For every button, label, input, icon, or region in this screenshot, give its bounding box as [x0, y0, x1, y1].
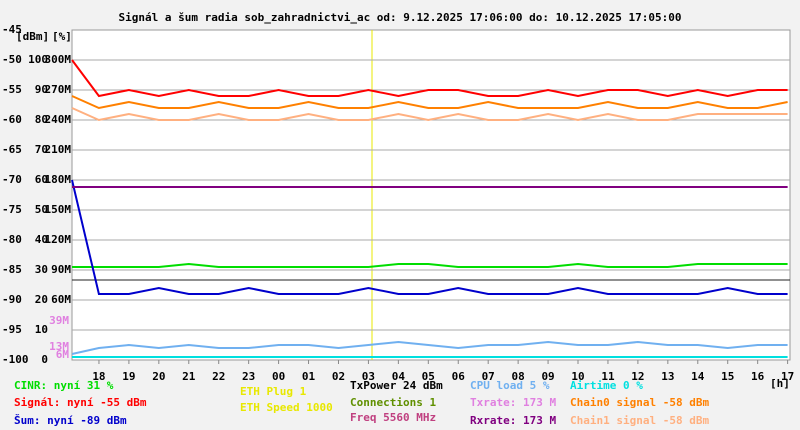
y2-tick-label: 0: [41, 353, 48, 366]
chart-title: Signál a šum radia sob_zahradnictvi_ac o…: [119, 11, 682, 24]
y3-tick-label: 210M: [45, 143, 72, 156]
y2-tick-label: 80: [35, 113, 48, 126]
y3-tick-label: 150M: [45, 203, 72, 216]
rate-label: 39M: [49, 314, 69, 327]
y-tick-label: -90: [2, 293, 22, 306]
x-tick-label: 02: [332, 370, 345, 383]
y-tick-label: -100: [2, 353, 29, 366]
x-tick-label: 23: [242, 370, 255, 383]
y2-tick-label: 90: [35, 83, 48, 96]
legend-entry: Chain1 signal -58 dBm: [570, 414, 709, 427]
y2-tick-label: 60: [35, 173, 48, 186]
x-tick-label: 03: [362, 370, 375, 383]
x-tick-label: 08: [512, 370, 525, 383]
annotation: Connections 1: [350, 396, 436, 409]
series-line: [72, 262, 788, 268]
y-tick-label: -50: [2, 53, 22, 66]
x-tick-label: 20: [152, 370, 165, 383]
legend-entry: CPU load 5 %: [470, 379, 550, 392]
x-tick-label: 14: [691, 370, 705, 383]
x-unit: [h]: [770, 377, 790, 390]
legend-entry: Txrate: 173 M: [470, 396, 556, 409]
x-tick-label: 15: [721, 370, 734, 383]
x-tick-label: 21: [182, 370, 196, 383]
y2-unit: [%]: [52, 30, 72, 43]
x-tick-label: 22: [212, 370, 225, 383]
y3-tick-label: 60M: [51, 293, 71, 306]
x-tick-label: 04: [392, 370, 406, 383]
y-tick-label: -80: [2, 233, 22, 246]
x-tick-label: 13: [661, 370, 674, 383]
legend-entry: Rxrate: 173 M: [470, 414, 556, 427]
y-tick-label: -85: [2, 263, 22, 276]
rate-label: 13M: [49, 340, 69, 353]
x-tick-label: 05: [422, 370, 435, 383]
y-tick-label: -45: [2, 23, 22, 36]
x-tick-label: 19: [122, 370, 135, 383]
series-line: [71, 95, 788, 110]
x-tick-label: 06: [452, 370, 466, 383]
x-tick-label: 17: [781, 370, 794, 383]
x-tick-label: 00: [272, 370, 285, 383]
rate-label: 6M: [56, 348, 70, 361]
y2-tick-label: 10: [35, 323, 48, 336]
x-tick-label: 09: [541, 370, 554, 383]
y2-tick-label: 50: [35, 203, 48, 216]
series-line: [71, 107, 788, 122]
y2-tick-label: 70: [35, 143, 48, 156]
legend-entry: Airtime 0 %: [570, 379, 643, 392]
y-tick-label: -65: [2, 143, 22, 156]
y3-tick-label: 90M: [51, 263, 71, 276]
y2-tick-label: 100: [28, 53, 48, 66]
legend-entry: Signál: nyní -55 dBm: [14, 396, 147, 409]
x-tick-label: 18: [92, 370, 105, 383]
y2-tick-label: 30: [35, 263, 48, 276]
series-line: [71, 179, 788, 295]
legend-entry: CINR: nyní 31 %: [14, 379, 114, 392]
series-line: [71, 340, 788, 355]
series-line: [71, 59, 788, 98]
y-tick-label: -70: [2, 173, 22, 186]
x-tick-label: 01: [302, 370, 316, 383]
y-tick-label: -60: [2, 113, 22, 126]
x-tick-label: 11: [601, 370, 615, 383]
y-tick-label: -55: [2, 83, 22, 96]
x-tick-label: 12: [631, 370, 644, 383]
annotation: ETH Speed 1000: [240, 401, 333, 414]
y2-tick-label: 40: [35, 233, 48, 246]
x-tick-label: 16: [751, 370, 765, 383]
y2-tick-label: 20: [35, 293, 48, 306]
y-tick-label: -75: [2, 203, 22, 216]
x-tick-label: 07: [482, 370, 495, 383]
x-tick-label: 10: [571, 370, 584, 383]
y3-tick-label: 180M: [45, 173, 72, 186]
annotation: ETH Plug 1: [240, 385, 307, 398]
legend-entry: Chain0 signal -58 dBm: [570, 396, 709, 409]
y3-tick-label: 240M: [45, 113, 72, 126]
annotation: TxPower 24 dBm: [350, 379, 443, 392]
y-tick-label: -95: [2, 323, 22, 336]
plot-area: [71, 29, 791, 361]
annotation: Freq 5560 MHz: [350, 411, 436, 424]
y3-tick-label: 270M: [45, 83, 72, 96]
legend-entry: Šum: nyní -89 dBm: [14, 414, 127, 427]
y-unit: [dBm]: [16, 30, 49, 43]
y3-tick-label: 120M: [45, 233, 72, 246]
y3-tick-label: 300M: [45, 53, 72, 66]
